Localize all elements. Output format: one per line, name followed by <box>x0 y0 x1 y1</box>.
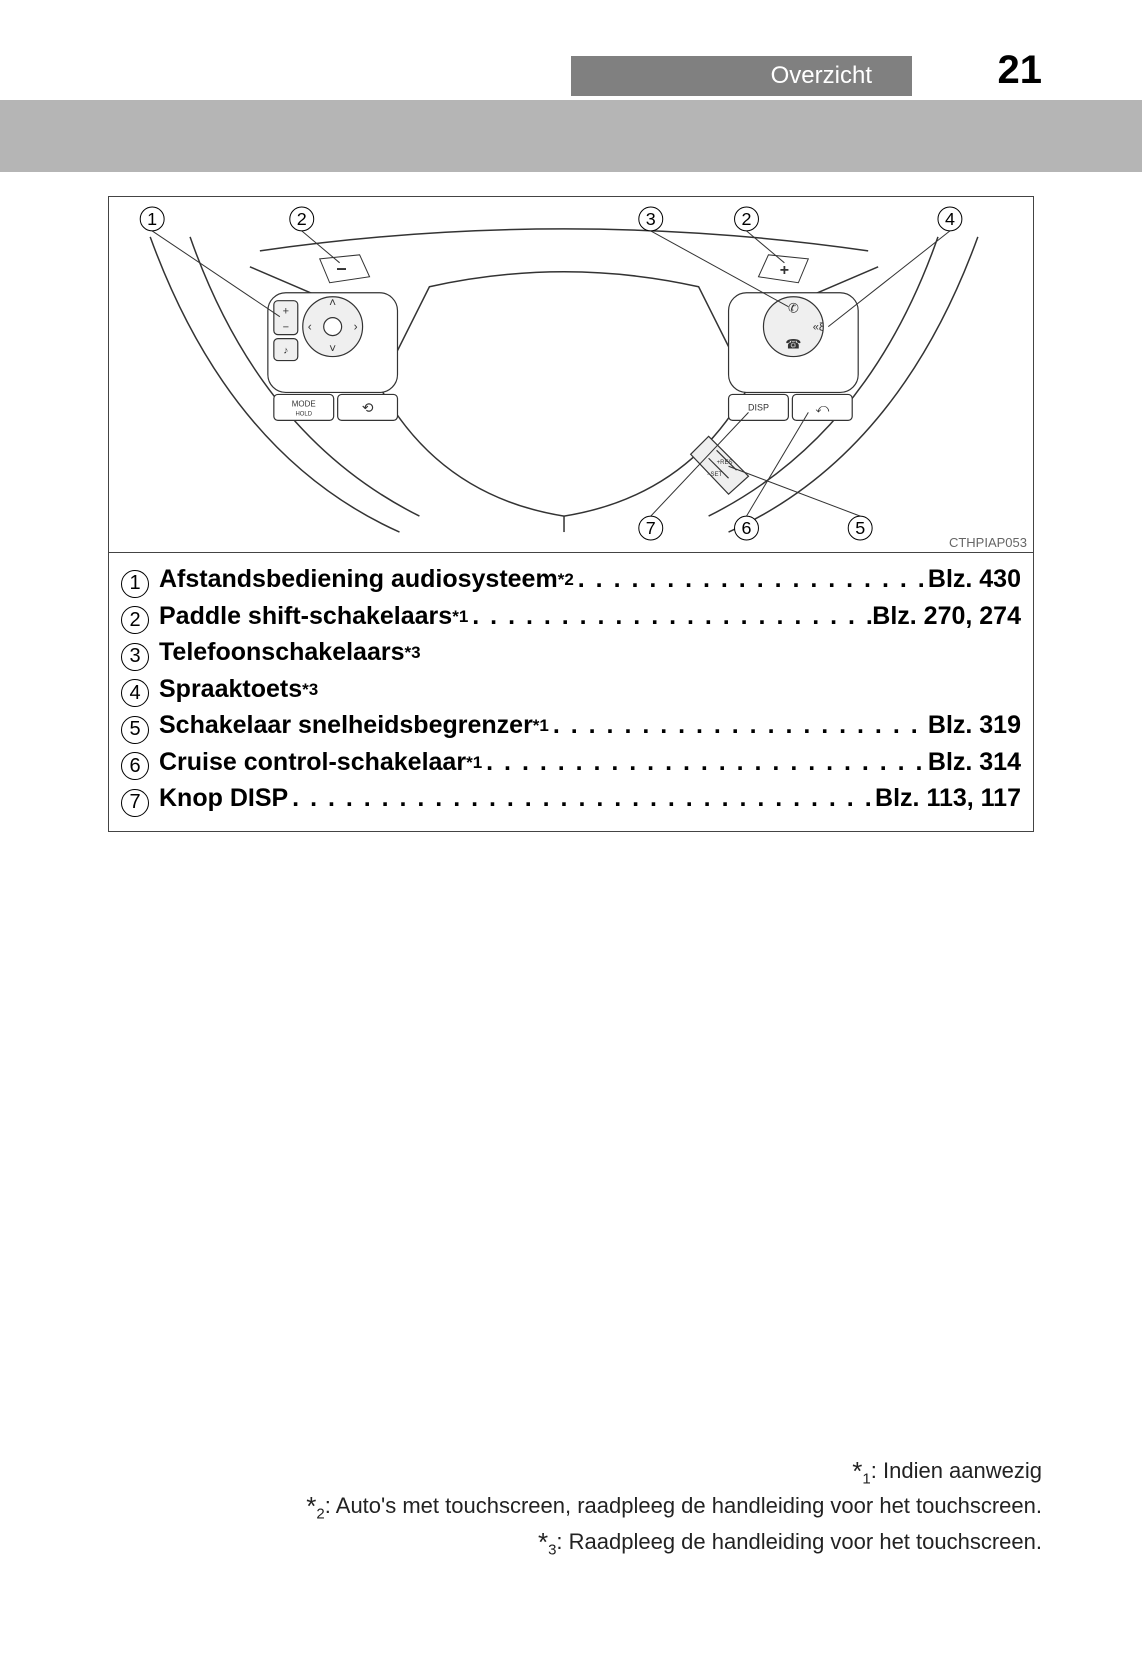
row-num: 1 <box>121 570 149 598</box>
svg-text:⟲: ⟲ <box>362 399 374 415</box>
row-label: Cruise control-schakelaar <box>159 748 466 777</box>
row-label: Afstandsbediening audiosysteem <box>159 565 558 594</box>
svg-text:MODE: MODE <box>292 399 316 408</box>
svg-text:✆: ✆ <box>788 301 799 316</box>
list-row: 5 Schakelaar snelheidsbegrenzer*1 . . . … <box>121 711 1021 742</box>
row-label: Schakelaar snelheidsbegrenzer <box>159 711 533 740</box>
svg-text:2: 2 <box>742 209 752 229</box>
svg-text:DISP: DISP <box>748 402 769 412</box>
callout-3: 3 <box>639 207 663 231</box>
callout-4: 4 <box>938 207 962 231</box>
list-row: 4 Spraaktoets*3 <box>121 675 1021 706</box>
callout-2b: 2 <box>735 207 759 231</box>
row-sup: *2 <box>558 570 574 590</box>
svg-text:+: + <box>780 262 789 279</box>
svg-text:⤺: ⤺ <box>815 400 829 415</box>
list-row: 7 Knop DISP . . . . . . . . . . . . . . … <box>121 784 1021 815</box>
row-page: Blz. 430 <box>928 565 1021 594</box>
row-page: Blz. 314 <box>928 748 1021 777</box>
callout-5: 5 <box>848 516 872 540</box>
fn-num: 1 <box>862 1470 870 1487</box>
svg-text:7: 7 <box>646 518 656 538</box>
page-number: 21 <box>998 48 1043 93</box>
list-row: 6 Cruise control-schakelaar*1 . . . . . … <box>121 748 1021 779</box>
footnote-2: *2: Auto's met touchscreen, raadpleeg de… <box>306 1489 1042 1522</box>
fn-text: : Indien aanwezig <box>871 1458 1042 1483</box>
row-dots: . . . . . . . . . . . . . . . . . . . . … <box>288 784 875 813</box>
callout-1: 1 <box>140 207 164 231</box>
fn-mark: * <box>852 1456 862 1486</box>
svg-text:5: 5 <box>855 518 865 538</box>
row-label: Knop DISP <box>159 784 288 813</box>
list-row: 2 Paddle shift-schakelaars*1 . . . . . .… <box>121 602 1021 633</box>
row-num: 3 <box>121 643 149 671</box>
svg-text:1: 1 <box>147 209 157 229</box>
row-num: 5 <box>121 716 149 744</box>
index-list: 1 Afstandsbediening audiosysteem*2 . . .… <box>109 553 1033 831</box>
row-dots: . . . . . . . . . . . . . . . . . . . . … <box>549 711 928 740</box>
row-sup: *3 <box>404 643 420 663</box>
content-box: − + ˄ ˅ ‹ › + − <box>108 196 1034 832</box>
svg-text:−SET: −SET <box>707 472 722 478</box>
svg-text:HOLD: HOLD <box>295 411 312 417</box>
row-num: 2 <box>121 606 149 634</box>
header: Overzicht <box>0 46 1142 94</box>
svg-text:›: › <box>354 320 358 334</box>
callout-6: 6 <box>735 516 759 540</box>
footnote-3: *3: Raadpleeg de handleiding voor het to… <box>306 1525 1042 1558</box>
svg-text:+RES: +RES <box>717 460 733 466</box>
fn-mark: * <box>306 1491 316 1521</box>
row-sup: *3 <box>302 680 318 700</box>
image-code: CTHPIAP053 <box>949 535 1027 550</box>
svg-text:4: 4 <box>945 209 955 229</box>
row-label: Spraaktoets <box>159 675 302 704</box>
svg-text:+: + <box>283 306 289 318</box>
svg-text:«ξ: «ξ <box>813 322 824 334</box>
svg-text:☎: ☎ <box>785 337 801 352</box>
svg-text:♪: ♪ <box>283 346 288 357</box>
header-gray-bar <box>0 100 1142 172</box>
footnote-1: *1: Indien aanwezig <box>306 1454 1042 1487</box>
row-num: 6 <box>121 752 149 780</box>
svg-text:6: 6 <box>742 518 752 538</box>
row-page: Blz. 113, 117 <box>875 784 1021 813</box>
row-label: Telefoonschakelaars <box>159 638 404 667</box>
row-page: Blz. 319 <box>928 711 1021 740</box>
row-dots: . . . . . . . . . . . . . . . . . . . . … <box>574 565 928 594</box>
fn-num: 2 <box>316 1506 324 1523</box>
fn-text: : Raadpleeg de handleiding voor het touc… <box>556 1529 1042 1554</box>
row-dots: . . . . . . . . . . . . . . . . . . . . … <box>482 748 928 777</box>
callout-2a: 2 <box>290 207 314 231</box>
row-page: Blz. 270, 274 <box>872 602 1021 631</box>
list-row: 1 Afstandsbediening audiosysteem*2 . . .… <box>121 565 1021 596</box>
fn-mark: * <box>538 1527 548 1557</box>
row-sup: *1 <box>533 716 549 736</box>
svg-text:−: − <box>283 322 289 334</box>
section-title: Overzicht <box>571 56 912 96</box>
row-sup: *1 <box>452 607 468 627</box>
svg-text:˄: ˄ <box>329 296 336 310</box>
row-num: 4 <box>121 679 149 707</box>
row-num: 7 <box>121 789 149 817</box>
row-sup: *1 <box>466 753 482 773</box>
fn-text: : Auto's met touchscreen, raadpleeg de h… <box>325 1493 1042 1518</box>
diagram-svg: − + ˄ ˅ ‹ › + − <box>109 197 1033 552</box>
callout-7: 7 <box>639 516 663 540</box>
svg-text:3: 3 <box>646 209 656 229</box>
list-row: 3 Telefoonschakelaars*3 <box>121 638 1021 669</box>
row-dots: . . . . . . . . . . . . . . . . . . . . … <box>468 602 872 631</box>
steering-wheel-diagram: − + ˄ ˅ ‹ › + − <box>109 197 1033 553</box>
row-label: Paddle shift-schakelaars <box>159 602 452 631</box>
svg-text:‹: ‹ <box>308 320 312 334</box>
footnotes: *1: Indien aanwezig *2: Auto's met touch… <box>306 1452 1042 1558</box>
svg-text:˅: ˅ <box>329 342 336 356</box>
svg-text:2: 2 <box>297 209 307 229</box>
